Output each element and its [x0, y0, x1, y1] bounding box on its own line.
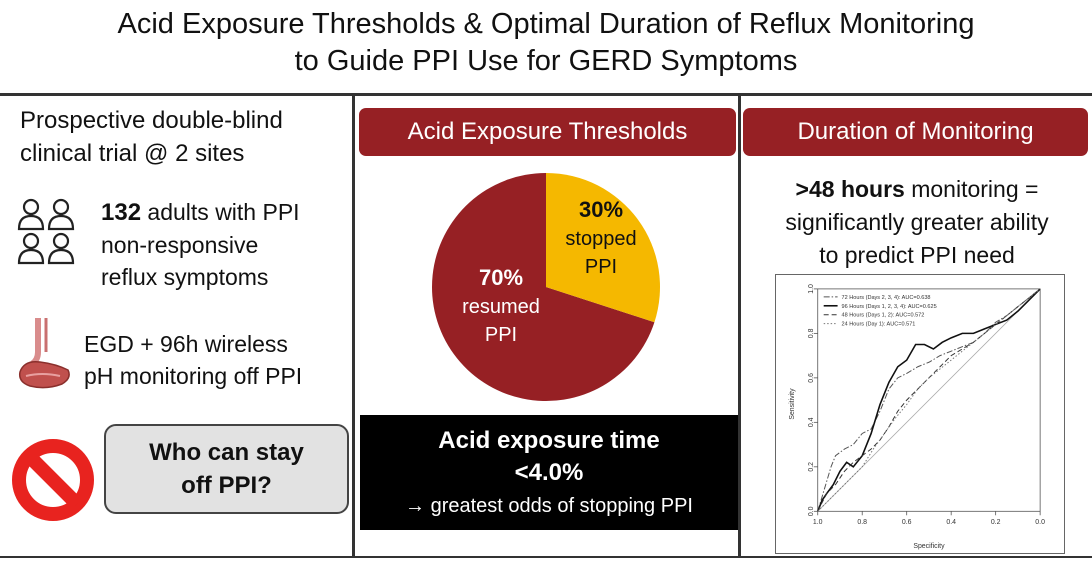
study-design-line-1: Prospective double-blind	[20, 107, 283, 134]
duration-text: >48 hours monitoring = significantly gre…	[746, 173, 1088, 272]
people-icon	[17, 198, 75, 265]
stopped-percent: 30%	[578, 197, 624, 222]
stopped-label: 30% stopped PPI	[546, 196, 656, 281]
roc-x-axis-label: Specificity	[913, 543, 945, 550]
roc-x-tick-label: 1.0	[813, 519, 823, 526]
ppi-pie-chart	[432, 173, 660, 401]
roc-x-tick-label: 0.0	[1035, 519, 1045, 526]
roc-y-tick-label: 0.8	[808, 328, 815, 338]
resumed-label-line-2: PPI	[484, 324, 518, 346]
acid-exposure-box: Acid exposure time <4.0% → greatest odds…	[360, 415, 738, 530]
roc-x-tick-label: 0.8	[857, 519, 867, 526]
duration-bold: >48 hours	[795, 176, 905, 202]
roc-series-line-2	[816, 288, 1041, 512]
roc-series-line-1	[817, 288, 1041, 512]
roc-legend-entry: 72 Hours (Days 2, 3, 4): AUC=0.638	[842, 295, 931, 301]
infographic-title: Acid Exposure Thresholds & Optimal Durat…	[0, 6, 1092, 80]
egd-line-1: EGD + 96h wireless	[84, 331, 288, 357]
egd-text: EGD + 96h wireless pH monitoring off PPI	[84, 328, 359, 392]
roc-legend-entry: 24 Hours (Day 1): AUC=0.571	[842, 322, 916, 328]
duration-banner: Duration of Monitoring	[743, 108, 1088, 156]
roc-legend-entry: 48 Hours (Days 1, 2): AUC=0.572	[842, 313, 925, 319]
bottom-divider	[0, 556, 1092, 558]
top-divider	[0, 93, 1092, 96]
roc-y-tick-label: 0.2	[808, 462, 815, 472]
right-divider	[738, 95, 741, 557]
prohibited-icon	[12, 439, 94, 521]
roc-x-tick-label: 0.6	[902, 519, 912, 526]
acid-exposure-threshold: <4.0%	[514, 459, 584, 486]
stopped-label-line-2: PPI	[584, 256, 618, 278]
roc-x-tick-label: 0.4	[946, 519, 956, 526]
study-design-line-2: clinical trial @ 2 sites	[20, 140, 245, 167]
resumed-label-line-1: resumed	[462, 296, 540, 318]
question-line-1: Who can stay	[149, 439, 304, 466]
study-design-text: Prospective double-blind clinical trial …	[20, 104, 350, 170]
roc-y-tick-label: 1.0	[808, 284, 815, 294]
acid-exposure-banner: Acid Exposure Thresholds	[359, 108, 736, 156]
roc-series-line-4	[817, 288, 1041, 512]
title-line-2: to Guide PPI Use for GERD Symptoms	[294, 45, 798, 77]
roc-chart: 1.0 0.8 0.6 0.4 0.2 0.0 0.0 0.2 0.4 0.6 0.8 1.0 72 …	[775, 274, 1065, 554]
egd-line-2: pH monitoring off PPI	[84, 363, 303, 389]
adults-line-1: adults with PPI	[141, 199, 300, 225]
pie-slice-resumed	[432, 173, 655, 401]
roc-x-tick-label: 0.2	[991, 519, 1001, 526]
question-line-2: off PPI?	[181, 472, 272, 499]
roc-y-tick-label: 0.0	[808, 506, 815, 516]
duration-line-2: significantly greater ability	[785, 209, 1049, 235]
left-divider	[352, 95, 355, 557]
roc-legend-entry: 96 Hours (Days 1, 2, 3, 4): AUC=0.625	[842, 304, 937, 310]
question-box: Who can stay off PPI?	[104, 424, 349, 514]
adults-text: 132 adults with PPI non-responsive reflu…	[101, 196, 359, 293]
roc-y-axis-label: Sensitivity	[789, 388, 796, 420]
acid-exposure-line-1: Acid exposure time	[438, 427, 660, 454]
resumed-label: 70% resumed PPI	[446, 264, 556, 349]
adults-line-3: reflux symptoms	[101, 264, 269, 290]
roc-y-tick-label: 0.4	[808, 417, 815, 427]
title-line-1: Acid Exposure Thresholds & Optimal Durat…	[117, 8, 975, 40]
acid-exposure-line-3: → greatest odds of stopping PPI	[405, 495, 693, 517]
duration-line-3: to predict PPI need	[819, 242, 1015, 268]
roc-y-tick-label: 0.6	[808, 373, 815, 383]
roc-plot-frame	[817, 288, 1041, 512]
stopped-label-line-1: stopped	[565, 228, 637, 250]
stomach-icon	[18, 318, 70, 389]
duration-line-1: monitoring =	[904, 176, 1039, 202]
pie-slice-stopped	[546, 173, 660, 323]
resumed-percent: 70%	[478, 265, 524, 290]
adults-count: 132	[101, 199, 142, 226]
adults-line-2: non-responsive	[101, 232, 259, 258]
